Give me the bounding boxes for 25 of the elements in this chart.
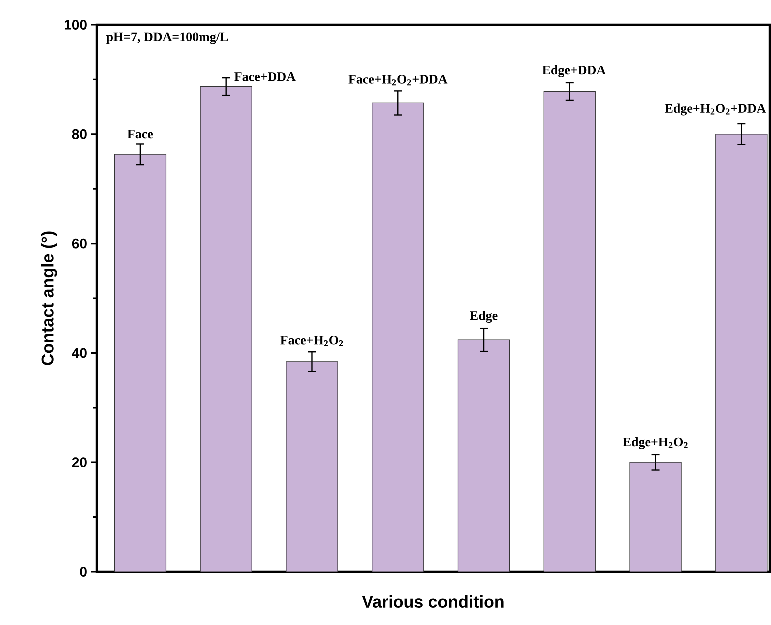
y-axis-title: Contact angle (°): [41, 232, 58, 366]
y-tick-label: 60: [72, 238, 87, 249]
bar: [114, 154, 167, 572]
bar: [200, 86, 252, 572]
annotation: Edge+H$_{2}$O$_{2}$: [623, 437, 688, 450]
annotation: Face+H$_{2}$O$_{2}$: [280, 336, 344, 347]
y-tick-label: 0: [80, 567, 87, 577]
y-tick-label: 20: [72, 458, 87, 468]
bar: [458, 340, 510, 572]
y-tick-label: 80: [72, 129, 87, 140]
annotation: Edge: [470, 311, 498, 324]
y-tick-label: 40: [72, 348, 87, 358]
bar: [372, 102, 424, 572]
x-axis-title: Various condition: [362, 596, 504, 608]
bar: [630, 462, 682, 572]
annotation: Edge+DDA: [542, 66, 606, 78]
y-tick-label: 100: [65, 20, 87, 30]
annotation: pH=7, DDA=100mg/L: [106, 32, 228, 44]
bar: [544, 91, 596, 572]
annotation: Face: [128, 130, 154, 139]
bar: [716, 134, 768, 572]
annotation: Face+H$_{2}$O$_{2}$+DDA: [348, 75, 448, 86]
bar: [286, 362, 338, 572]
annotation: Edge+H$_{2}$O$_{2}$+DDA: [664, 104, 766, 116]
annotation: Face+DDA: [234, 72, 296, 82]
